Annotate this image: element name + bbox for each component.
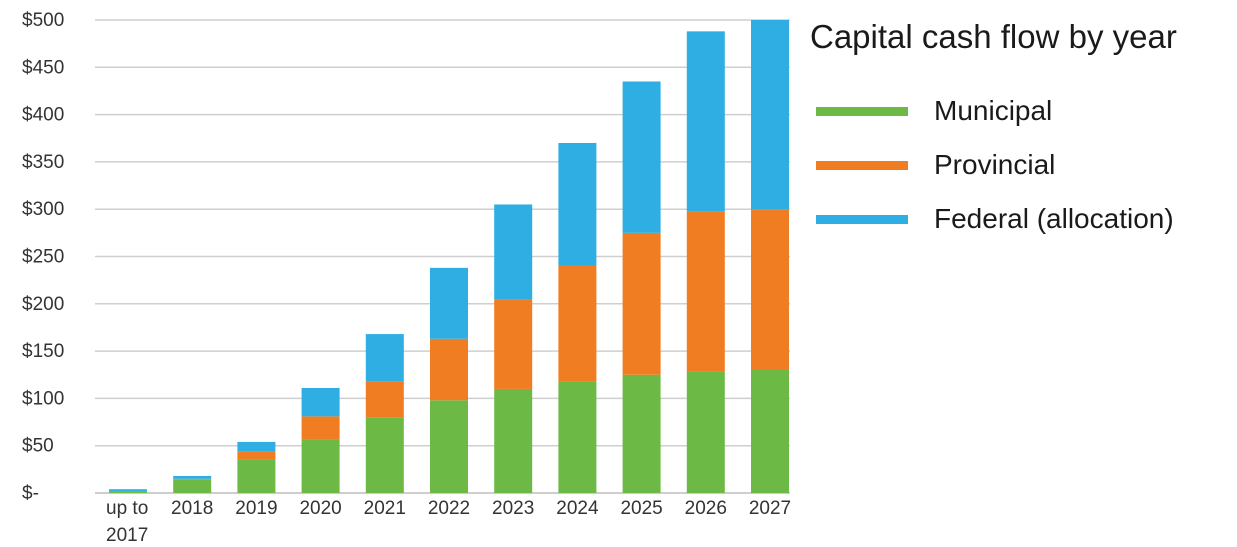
x-tick-label-2018: 2018	[171, 498, 213, 519]
legend-item-municipal: Municipal	[810, 84, 1230, 138]
bar-federal-allocation-2023	[494, 204, 533, 300]
bar-federal-allocation-up-to-2017	[109, 489, 147, 492]
bar-provincial-2025	[622, 232, 661, 375]
legend-item-federal: Federal (allocation)	[810, 192, 1230, 246]
bar-municipal-2021	[365, 417, 404, 493]
y-tick-label-500: $500	[22, 10, 64, 31]
bar-federal-allocation-2027	[751, 20, 789, 210]
bar-federal-allocation-2020	[301, 387, 340, 417]
bar-federal-allocation-2024	[558, 142, 597, 266]
y-tick-label-150: $150	[22, 341, 64, 362]
legend-swatch-provincial	[816, 160, 908, 170]
bar-municipal-2023	[494, 388, 533, 493]
bar-provincial-2023	[494, 299, 533, 389]
bar-municipal-2020	[301, 439, 340, 493]
y-tick-label-100: $100	[22, 388, 64, 409]
legend-label-municipal: Municipal	[934, 95, 1053, 126]
x-tick-label-2024: 2024	[556, 498, 599, 519]
bar-federal-allocation-2021	[365, 334, 404, 382]
bar-municipal-2025	[622, 374, 661, 493]
y-axis-ticks: $- $50 $100 $150 $200 $250 $300 $350 $400 $450 $50…	[22, 10, 64, 504]
y-tick-label-300: $300	[22, 199, 64, 220]
x-tick-label-2021: 2021	[364, 498, 406, 519]
bars	[109, 20, 789, 493]
legend-swatch-municipal	[816, 106, 908, 116]
bar-municipal-2027	[751, 370, 789, 493]
bar-municipal-2022	[430, 400, 468, 493]
x-tick-label-2025: 2025	[620, 498, 662, 519]
bar-provincial-2022	[430, 338, 468, 401]
bar-federal-allocation-2026	[686, 31, 725, 212]
bar-federal-allocation-2025	[622, 81, 661, 233]
bar-provincial-2019	[237, 451, 276, 460]
x-tick-label-2023: 2023	[492, 498, 534, 519]
y-tick-label-350: $350	[22, 152, 64, 173]
y-tick-label-200: $200	[22, 294, 64, 315]
x-tick-label-2027: 2027	[749, 498, 791, 519]
x-tick-label-2020: 2020	[299, 498, 341, 519]
x-tick-label-2026: 2026	[685, 498, 727, 519]
legend-label-provincial: Provincial	[934, 149, 1056, 180]
legend-item-provincial: Provincial	[810, 138, 1230, 192]
y-tick-label-250: $250	[22, 247, 64, 268]
x-tick-label-2022: 2022	[428, 498, 470, 519]
bar-federal-allocation-2022	[430, 267, 468, 339]
bar-provincial-2027	[751, 209, 789, 371]
bar-provincial-2024	[558, 265, 597, 382]
bar-provincial-2020	[301, 416, 340, 440]
bar-provincial-2021	[365, 381, 404, 418]
x-tick-label-2019: 2019	[235, 498, 277, 519]
x-axis-ticks: up to 2017 2018 2019 2020 2021 2022 2023 2024 202…	[106, 498, 791, 546]
y-tick-label-450: $450	[22, 57, 64, 78]
legend: Capital cash flow by year Municipal Prov…	[810, 18, 1230, 246]
legend-swatch-federal	[816, 214, 908, 224]
bar-federal-allocation-2018	[173, 475, 212, 479]
x-tick-label-up-to-2017: up to 2017	[106, 498, 148, 546]
bar-municipal-2024	[558, 381, 597, 493]
bar-municipal-up-to-2017	[109, 491, 147, 493]
bar-provincial-2026	[686, 211, 725, 372]
bar-municipal-2019	[237, 459, 276, 493]
y-tick-label-0: $-	[22, 483, 39, 504]
bar-municipal-2018	[173, 479, 212, 493]
y-tick-label-400: $400	[22, 105, 64, 126]
chart-title: Capital cash flow by year	[810, 18, 1177, 55]
bar-municipal-2026	[686, 371, 725, 493]
bar-provincial-2018	[173, 478, 212, 480]
y-tick-label-50: $50	[22, 436, 54, 457]
legend-label-federal: Federal (allocation)	[934, 203, 1174, 234]
bar-federal-allocation-2019	[237, 441, 276, 452]
chart-plot: $- $50 $100 $150 $200 $250 $300 $350 $400 $450 $50…	[22, 10, 791, 546]
